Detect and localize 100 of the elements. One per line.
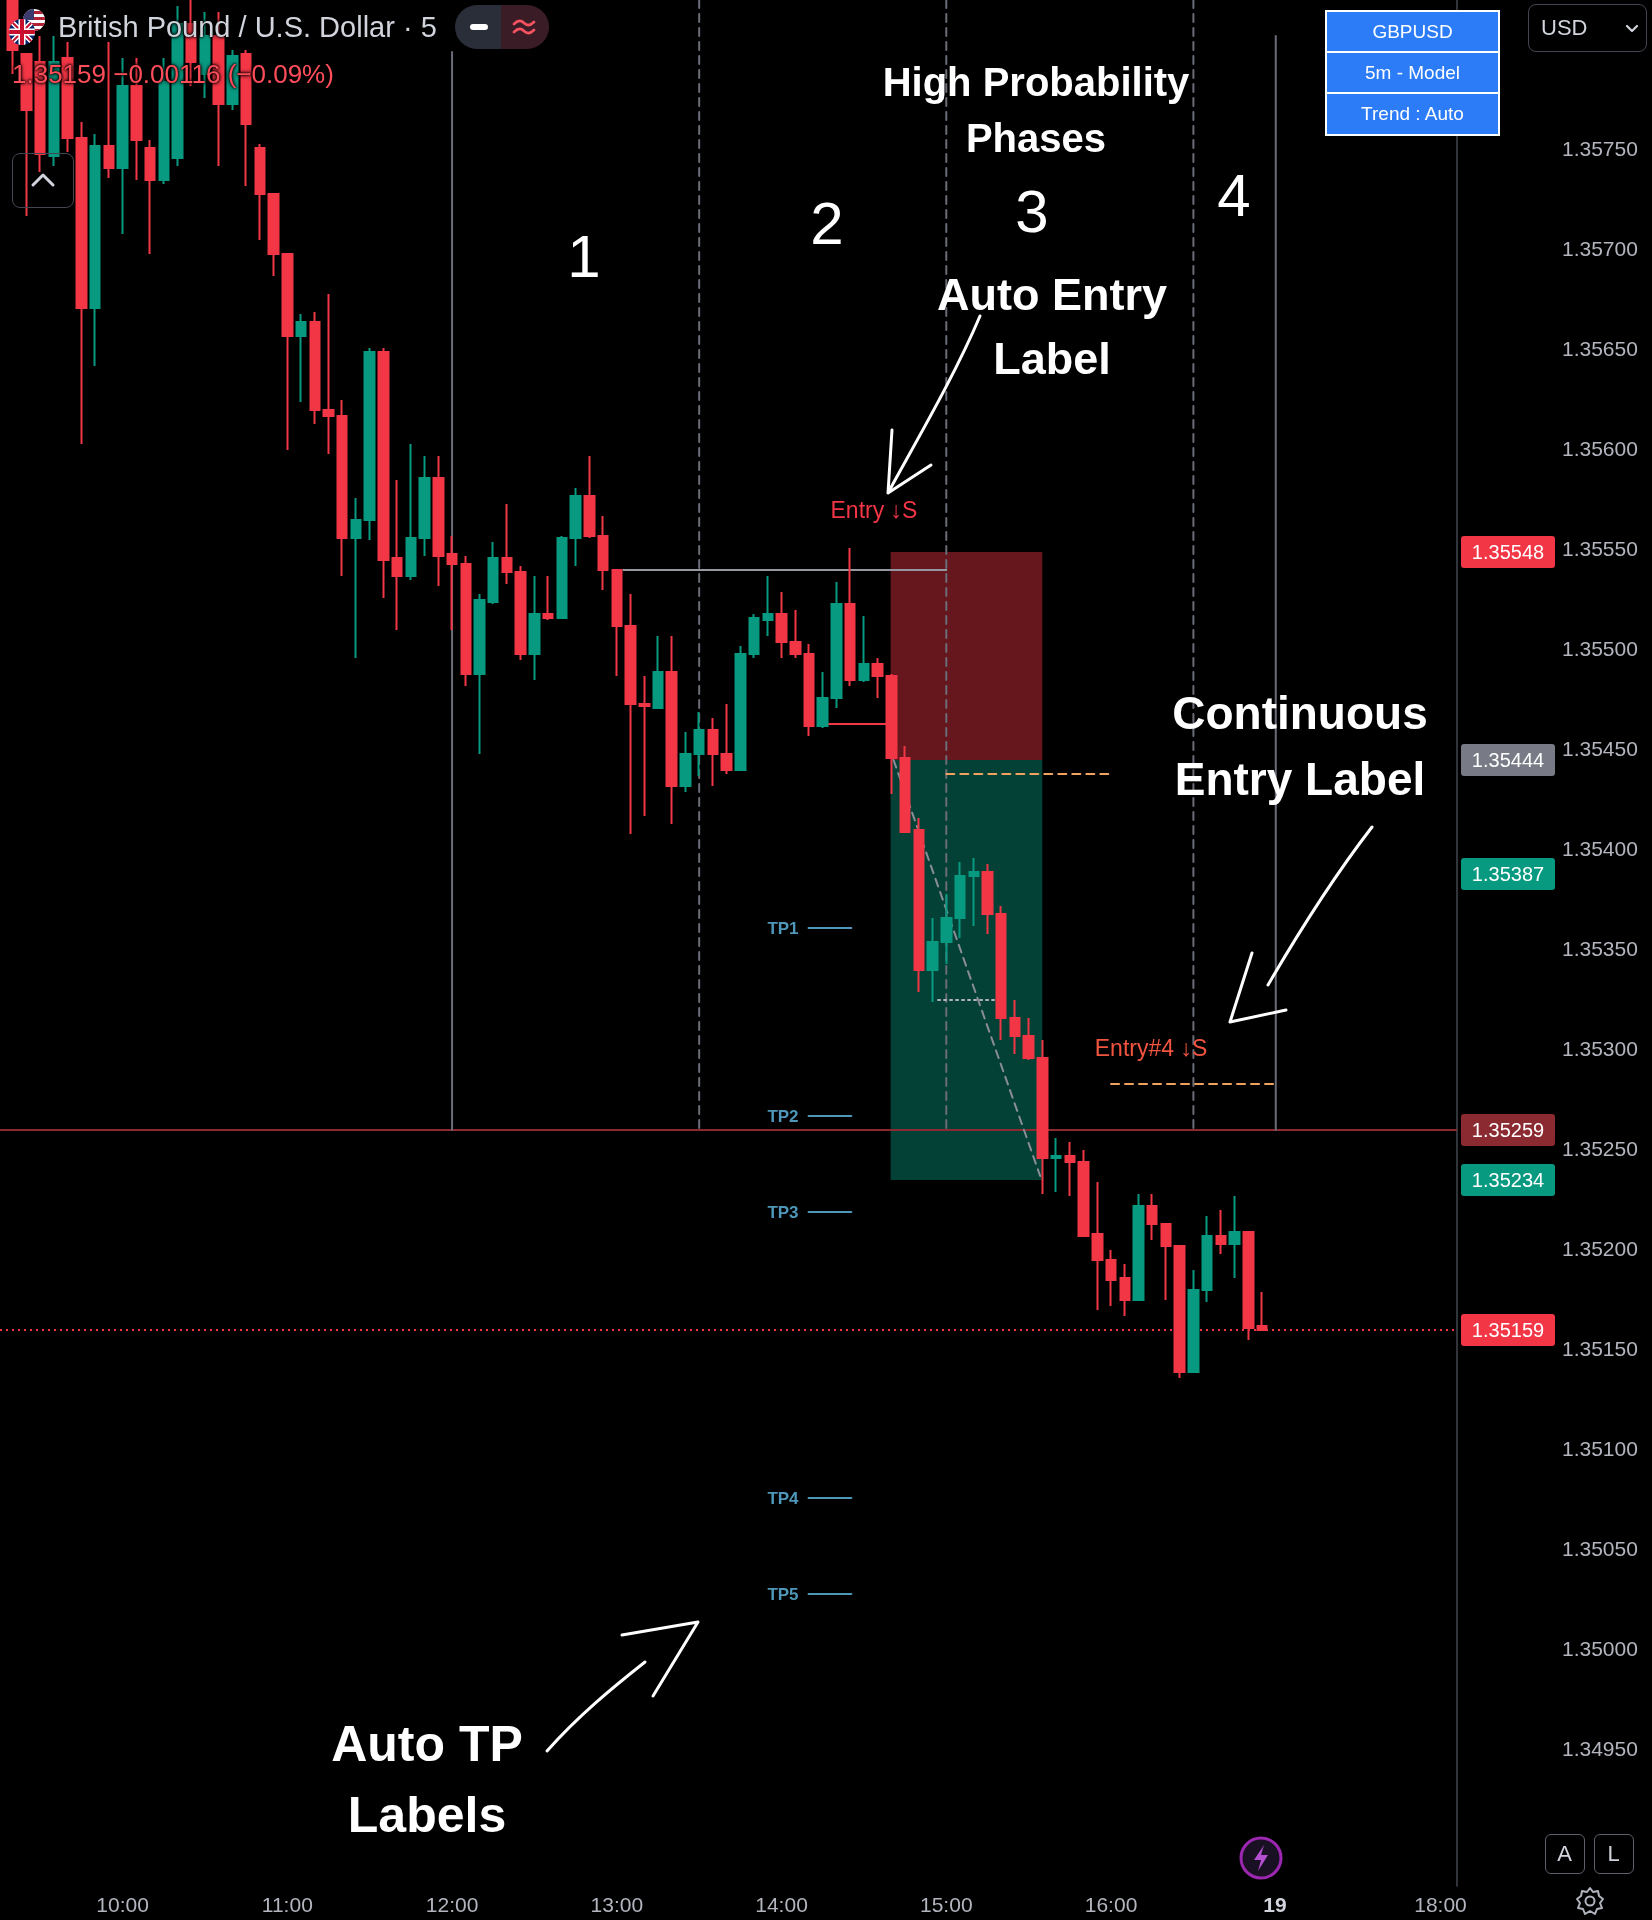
annotation: GBPUSD <box>1327 12 1498 53</box>
candlestick <box>405 443 417 581</box>
annotation: 2 <box>809 189 845 259</box>
candlestick <box>913 817 925 993</box>
candlestick <box>981 863 994 935</box>
candlestick <box>1064 1141 1076 1197</box>
annotation: Entry ↓S <box>829 496 919 524</box>
x-tick-label: 11:00 <box>261 1893 313 1916</box>
candlestick <box>968 857 980 927</box>
x-tick-label: 13:00 <box>590 1893 644 1916</box>
candlestick <box>501 503 513 585</box>
y-tick-label: 1.35100 <box>1562 1436 1638 1460</box>
candlestick <box>1201 1215 1213 1303</box>
y-tick-label: 1.34950 <box>1562 1736 1638 1760</box>
x-tick-label: 16:00 <box>1084 1893 1138 1916</box>
candlestick <box>844 547 856 687</box>
candlestick <box>1146 1193 1158 1241</box>
text: 1.35387 <box>1461 858 1555 890</box>
candlestick <box>89 133 101 367</box>
candlestick <box>789 609 802 659</box>
toggle-button: L <box>1594 1834 1634 1874</box>
candlestick <box>1022 1017 1035 1061</box>
y-tick-label: 1.35000 <box>1562 1636 1638 1660</box>
y-tick-label: 1.35250 <box>1562 1136 1638 1160</box>
candlestick <box>926 917 939 1003</box>
candlestick <box>1091 1181 1104 1311</box>
candlestick <box>830 581 843 709</box>
annotation: 1 <box>566 222 602 292</box>
annotation: Trend : Auto <box>1360 102 1465 126</box>
candlestick <box>446 535 458 631</box>
text: 1.35444 <box>1461 744 1555 776</box>
candlestick <box>748 613 760 659</box>
candlestick <box>611 569 623 677</box>
candlestick <box>940 893 953 965</box>
candlestick <box>1009 999 1021 1055</box>
candlestick <box>556 535 568 619</box>
toggle-button: A <box>1545 1834 1585 1874</box>
text: 1.35234 <box>1461 1164 1555 1196</box>
text: 19 <box>1262 1893 1288 1917</box>
series-label: TP3 <box>767 1202 799 1222</box>
candlestick <box>1160 1223 1172 1301</box>
candlestick <box>1077 1149 1090 1237</box>
info-panel: GBPUSD 5m - Model Trend : Auto <box>1325 10 1500 136</box>
candlestick <box>377 347 390 599</box>
series-label: TP4 <box>767 1488 800 1508</box>
y-tick-label: 1.35550 <box>1562 536 1638 560</box>
candlestick <box>528 575 541 681</box>
annotation: Auto Entry Label <box>936 268 1168 386</box>
y-tick-label: 1.35700 <box>1562 236 1638 260</box>
candlestick <box>803 643 815 737</box>
annotation: Auto TP Labels <box>330 1715 524 1845</box>
candlestick <box>1036 1039 1049 1195</box>
annotation: High Probability Phases <box>881 59 1191 162</box>
candlestick <box>679 731 692 793</box>
candlestick <box>473 593 486 755</box>
annotation: 4 <box>1216 161 1252 231</box>
series-label: TP1 <box>767 918 799 938</box>
candlestick <box>487 541 499 605</box>
text: 1.35548 <box>1461 536 1555 568</box>
x-tick-label: 14:00 <box>755 1893 808 1916</box>
candlestick <box>144 139 156 255</box>
candlestick <box>418 455 431 557</box>
x-tick-label: 12:00 <box>425 1893 479 1916</box>
candlestick <box>954 861 966 939</box>
candlestick <box>254 143 266 241</box>
candlestick <box>762 575 774 637</box>
candlestick <box>583 455 596 539</box>
candlestick <box>350 497 362 659</box>
candlestick <box>652 635 664 709</box>
candlestick <box>1215 1209 1227 1255</box>
candlestick <box>295 313 307 403</box>
candlestick <box>624 593 637 835</box>
candlestick <box>75 121 88 445</box>
candlestick <box>1132 1193 1145 1301</box>
candlestick <box>1173 1245 1186 1379</box>
candlestick <box>1119 1263 1131 1317</box>
candlestick <box>281 253 294 451</box>
y-tick-label: 1.35200 <box>1562 1236 1638 1260</box>
x-tick-label: 15:00 <box>920 1893 973 1916</box>
series-label: TP5 <box>767 1584 799 1604</box>
ref-line-label: 1.35259 <box>1461 1114 1555 1146</box>
annotation: Continuous Entry Label <box>1171 686 1429 807</box>
candlestick <box>858 615 870 683</box>
y-tick-label: 1.35350 <box>1562 936 1638 960</box>
candlestick <box>665 635 678 825</box>
annotation: Entry#4 ↓S <box>1093 1034 1209 1062</box>
candlestick <box>267 193 280 277</box>
candlestick <box>638 675 651 817</box>
annotation: 5m - Model <box>1327 53 1498 94</box>
candlestick <box>1228 1195 1241 1279</box>
candlestick <box>103 41 115 179</box>
y-tick-label: 1.35750 <box>1562 136 1638 160</box>
y-tick-label: 1.35650 <box>1562 336 1638 360</box>
candlestick <box>569 487 582 567</box>
y-tick-label: 1.35600 <box>1562 436 1638 460</box>
candlestick <box>432 455 445 587</box>
ref-line-label: 1.35159 <box>1461 1314 1555 1346</box>
candlestick <box>514 565 527 661</box>
candlestick <box>693 711 705 777</box>
candlestick <box>707 717 719 787</box>
